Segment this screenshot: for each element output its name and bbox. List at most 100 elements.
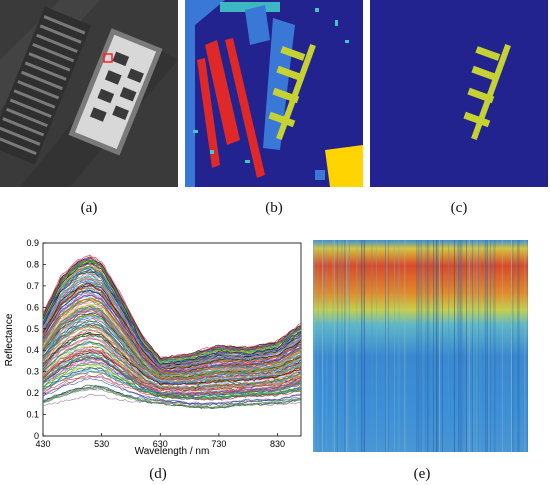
heatmap-column — [461, 240, 463, 452]
panel-b-classification-map — [185, 0, 363, 187]
heatmap-column — [469, 240, 470, 452]
y-tick-label: 0.1 — [26, 410, 39, 420]
spectral-series-line — [42, 371, 301, 400]
heatmap-column — [418, 240, 419, 452]
heatmap-column — [326, 240, 328, 452]
heatmap-column — [487, 240, 488, 452]
spectral-series-line — [42, 324, 302, 385]
heatmap-column — [434, 240, 436, 452]
panel-e-spectral-heatmap — [313, 240, 528, 452]
caption-d: (d) — [149, 466, 167, 482]
heatmap-column — [473, 240, 475, 452]
heatmap-column — [442, 240, 443, 452]
y-tick-label: 0.2 — [26, 388, 39, 398]
y-tick-label: 0.7 — [26, 281, 39, 291]
spectral-series-line — [42, 337, 302, 391]
heatmap-column — [362, 240, 364, 452]
heatmap-column — [488, 240, 490, 452]
spectral-series-line — [42, 267, 302, 365]
heatmap-column — [437, 240, 439, 452]
heatmap-column — [436, 240, 437, 452]
caption-c: (c) — [450, 200, 468, 216]
spectral-series-line — [42, 268, 302, 367]
spectral-series-line — [42, 267, 302, 366]
heatmap-column — [493, 240, 494, 452]
heatmap-column — [385, 240, 386, 452]
spectral-series-line — [42, 349, 302, 393]
x-tick-label: 530 — [94, 439, 109, 449]
spectral-series-line — [42, 292, 302, 375]
heatmap-column — [484, 240, 485, 452]
heatmap-column — [361, 240, 362, 452]
y-tick-label: 0.3 — [26, 367, 39, 377]
panel-d-spectral-chart: 430 530 630 730 830 0 0.1 0.2 0.3 0.4 0.5 0.6 0.7 0.8… — [0, 232, 306, 458]
heatmap-column — [502, 240, 503, 452]
heatmap-column — [511, 240, 512, 452]
heatmap-base — [313, 240, 528, 452]
spectral-series-line — [42, 256, 302, 360]
spectral-series-line — [42, 277, 302, 369]
spectral-series-line — [42, 307, 302, 377]
spectral-series-line — [42, 374, 302, 401]
y-tick-label: 0.4 — [26, 345, 39, 355]
heatmap-column — [386, 240, 388, 452]
heatmap-column — [512, 240, 514, 452]
heatmap-column — [341, 240, 343, 452]
spectral-series-line — [42, 329, 302, 383]
heatmap-column — [416, 240, 418, 452]
heatmap-column — [347, 240, 349, 452]
spectral-series-line — [42, 377, 302, 405]
heatmap-column — [460, 240, 461, 452]
spectral-series-line — [42, 325, 302, 383]
heatmap-column — [490, 240, 491, 452]
heatmap-column — [338, 240, 340, 452]
heatmap-column — [466, 240, 467, 452]
y-tick-label: 0.5 — [26, 324, 39, 334]
heatmap-column — [332, 240, 334, 452]
heatmap-column — [317, 240, 319, 452]
heatmap-column — [421, 240, 422, 452]
heatmap-column — [314, 240, 316, 452]
heatmap-column — [524, 240, 526, 452]
heatmap-column — [479, 240, 481, 452]
caption-a: (a) — [80, 200, 98, 216]
x-tick-label: 730 — [211, 439, 226, 449]
heatmap-column — [433, 240, 434, 452]
heatmap-column — [323, 240, 325, 452]
heatmap-column — [398, 240, 400, 452]
heatmap-column — [457, 240, 458, 452]
heatmap-column — [494, 240, 496, 452]
spectral-series-line — [42, 356, 302, 398]
spectral-series-line — [42, 360, 302, 397]
heatmap-column — [472, 240, 473, 452]
heatmap-column — [458, 240, 460, 452]
spectral-series-line — [42, 322, 302, 384]
target-class-shape — [268, 43, 316, 141]
spectral-series-line — [42, 257, 302, 361]
caption-b: (b) — [265, 200, 283, 216]
spectral-series-line — [42, 355, 302, 395]
y-axis-label: Reflectance — [4, 313, 15, 366]
heatmap-column — [346, 240, 347, 452]
x-tick-label: 830 — [270, 439, 285, 449]
y-tick-label: 0.6 — [26, 302, 39, 312]
heatmap-column — [344, 240, 346, 452]
heatmap-column — [371, 240, 373, 452]
y-tick-label: 0.9 — [26, 238, 39, 248]
heatmap-column — [334, 240, 335, 452]
heatmap-column — [394, 240, 395, 452]
x-tick-label: 630 — [153, 439, 168, 449]
heatmap-column — [485, 240, 487, 452]
heatmap-column — [337, 240, 338, 452]
y-tick-label: 0.8 — [26, 259, 39, 269]
heatmap-column — [476, 240, 478, 452]
spectral-series-line — [42, 385, 302, 409]
spectral-series-line — [42, 366, 302, 398]
parking-rows — [0, 15, 86, 155]
heatmap-column — [428, 240, 430, 452]
spectral-series-line — [42, 349, 302, 392]
heatmap-column — [322, 240, 323, 452]
heatmap-column — [388, 240, 389, 452]
y-tick-label: 0 — [34, 431, 39, 441]
heatmap-column — [454, 240, 455, 452]
